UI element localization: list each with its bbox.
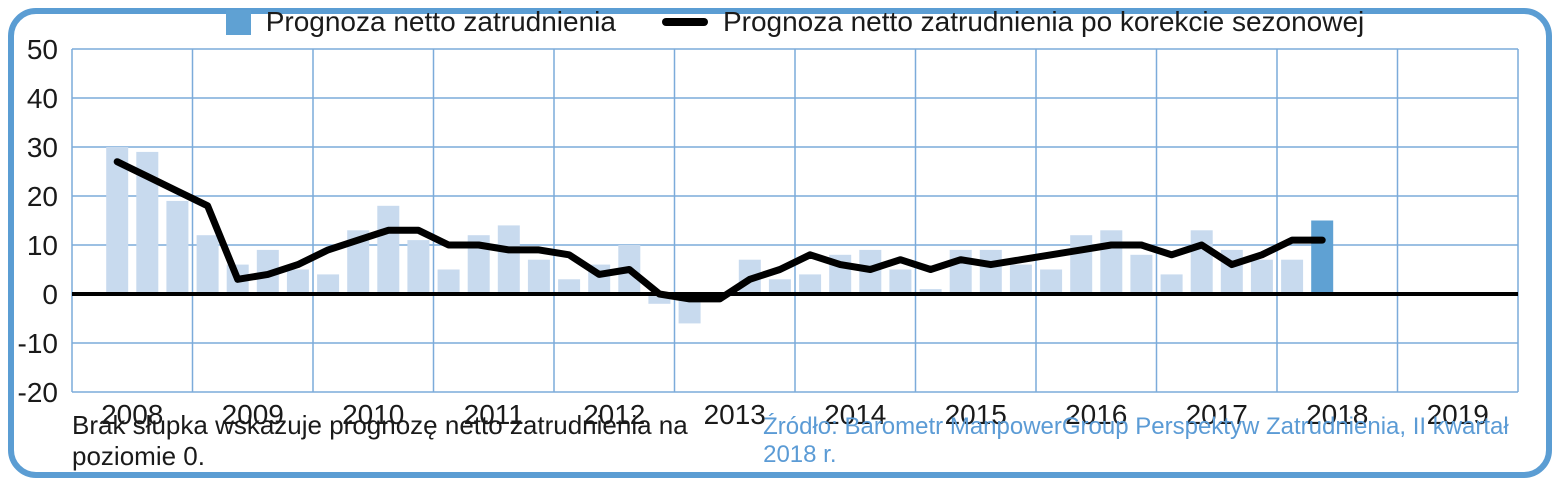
y-tick-label-50: 50 xyxy=(27,34,58,65)
bar-2011-Q1 xyxy=(437,269,460,294)
footnote: Brak słupka wskazuje prognozę netto zatr… xyxy=(72,410,688,471)
bar-2016-Q2 xyxy=(1070,235,1093,294)
y-tick-label-10: 10 xyxy=(27,230,58,261)
y-axis-labels: 50 40 30 20 10 0 -10 -20 xyxy=(18,34,58,408)
bar-2010-Q2 xyxy=(347,230,370,294)
x-tick-label-2017: 2017 xyxy=(1186,399,1248,430)
x-tick-label-2015: 2015 xyxy=(945,399,1007,430)
bar-2011-Q2 xyxy=(467,235,490,294)
x-tick-label-2010: 2010 xyxy=(342,399,404,430)
x-tick-label-2018: 2018 xyxy=(1306,399,1368,430)
legend: Prognoza netto zatrudnienia Prognoza net… xyxy=(72,6,1518,38)
y-tick-label-0: 0 xyxy=(42,279,58,310)
seasonally-adjusted-line xyxy=(113,158,1326,303)
bar-2018-Q1 xyxy=(1281,259,1304,294)
x-tick-label-2019: 2019 xyxy=(1427,399,1489,430)
x-tick-label-2012: 2012 xyxy=(583,399,645,430)
source-text: Źródło: Barometr ManpowerGroup Perspekty… xyxy=(763,413,1509,468)
x-tick-label-2009: 2009 xyxy=(222,399,284,430)
bar-2010-Q4 xyxy=(407,240,430,294)
bar-2008-Q2 xyxy=(106,147,129,294)
legend-bar-swatch xyxy=(225,9,251,35)
bar-2015-Q4 xyxy=(1009,264,1032,294)
bottom-row: Brak słupka wskazuje prognozę netto zatr… xyxy=(72,410,1518,472)
x-tick-label-2011: 2011 xyxy=(464,399,524,430)
bar-2016-Q1 xyxy=(1040,269,1063,294)
bar-2011-Q4 xyxy=(527,259,550,294)
legend-line-label: Prognoza netto zatrudnienia po korekcie … xyxy=(722,6,1365,37)
bar-2016-Q4 xyxy=(1130,254,1153,294)
bar-2010-Q1 xyxy=(317,274,340,294)
bar-2012-Q1 xyxy=(558,279,581,294)
bar-2009-Q1 xyxy=(196,235,219,294)
bar-2009-Q4 xyxy=(286,269,309,294)
x-tick-label-2013: 2013 xyxy=(704,399,766,430)
x-tick-label-2014: 2014 xyxy=(824,399,886,430)
y-tick-label-30: 30 xyxy=(27,132,58,163)
legend-bar-label: Prognoza netto zatrudnienia xyxy=(265,6,616,37)
bar-2010-Q3 xyxy=(377,205,400,294)
x-tick-label-2008: 2008 xyxy=(101,399,163,430)
y-tick-label--20: -20 xyxy=(18,377,58,408)
y-tick-label-20: 20 xyxy=(27,181,58,212)
bar-2008-Q3 xyxy=(136,151,159,294)
bar-2017-Q1 xyxy=(1160,274,1183,294)
legend-line-swatch xyxy=(661,18,708,26)
bar-2008-Q4 xyxy=(166,200,189,294)
bar-2015-Q1 xyxy=(919,289,942,294)
bar-2015-Q3 xyxy=(979,249,1002,294)
y-tick-label--10: -10 xyxy=(18,328,58,359)
x-axis-labels: 2008 2009 2010 2011 2012 2013 2014 2015 2016 2017… xyxy=(101,399,1489,430)
bar-2017-Q2 xyxy=(1190,230,1213,294)
bar-2014-Q1 xyxy=(799,274,822,294)
bar-2012-Q4 xyxy=(648,294,671,304)
bar-2017-Q4 xyxy=(1250,259,1273,294)
legend-item-line: Prognoza netto zatrudnienia po korekcie … xyxy=(661,6,1365,38)
bar-2014-Q4 xyxy=(889,269,912,294)
legend-item-bar: Prognoza netto zatrudnienia xyxy=(225,6,616,38)
bar-2013-Q4 xyxy=(768,279,791,294)
bar-2011-Q3 xyxy=(497,225,520,294)
x-tick-label-2016: 2016 xyxy=(1065,399,1127,430)
bar-2018-Q2 xyxy=(1311,220,1334,294)
y-tick-label-40: 40 xyxy=(27,83,58,114)
bar-2016-Q3 xyxy=(1100,230,1123,294)
grid xyxy=(71,48,1519,393)
